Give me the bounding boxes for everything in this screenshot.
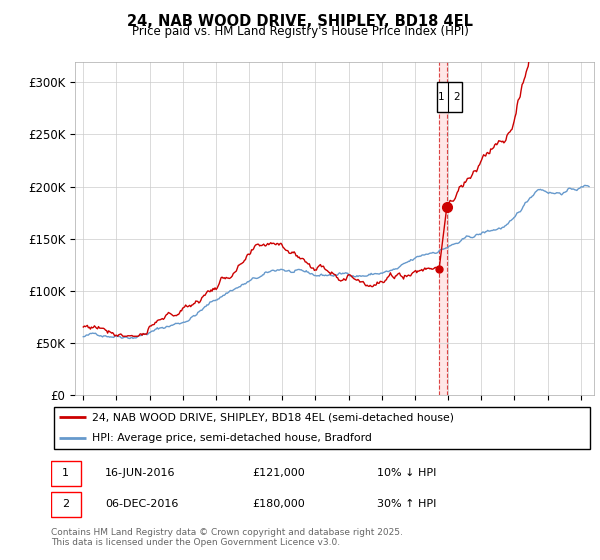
Text: 06-DEC-2016: 06-DEC-2016 — [106, 500, 179, 510]
Text: Price paid vs. HM Land Registry's House Price Index (HPI): Price paid vs. HM Land Registry's House … — [131, 25, 469, 38]
Text: HPI: Average price, semi-detached house, Bradford: HPI: Average price, semi-detached house,… — [92, 433, 371, 444]
Text: 16-JUN-2016: 16-JUN-2016 — [106, 468, 176, 478]
FancyBboxPatch shape — [51, 492, 81, 517]
Bar — [439, 62, 447, 395]
Text: 1: 1 — [437, 92, 444, 102]
Text: Contains HM Land Registry data © Crown copyright and database right 2025.
This d: Contains HM Land Registry data © Crown c… — [51, 528, 403, 548]
FancyBboxPatch shape — [437, 82, 461, 111]
Text: 2: 2 — [62, 500, 69, 510]
Text: 1: 1 — [62, 468, 69, 478]
Text: £121,000: £121,000 — [252, 468, 305, 478]
FancyBboxPatch shape — [51, 461, 81, 486]
Text: £180,000: £180,000 — [252, 500, 305, 510]
Text: 10% ↓ HPI: 10% ↓ HPI — [377, 468, 436, 478]
Text: 24, NAB WOOD DRIVE, SHIPLEY, BD18 4EL (semi-detached house): 24, NAB WOOD DRIVE, SHIPLEY, BD18 4EL (s… — [92, 412, 454, 422]
Text: 2: 2 — [453, 92, 460, 102]
FancyBboxPatch shape — [54, 407, 590, 449]
Text: 24, NAB WOOD DRIVE, SHIPLEY, BD18 4EL: 24, NAB WOOD DRIVE, SHIPLEY, BD18 4EL — [127, 14, 473, 29]
Text: 30% ↑ HPI: 30% ↑ HPI — [377, 500, 436, 510]
